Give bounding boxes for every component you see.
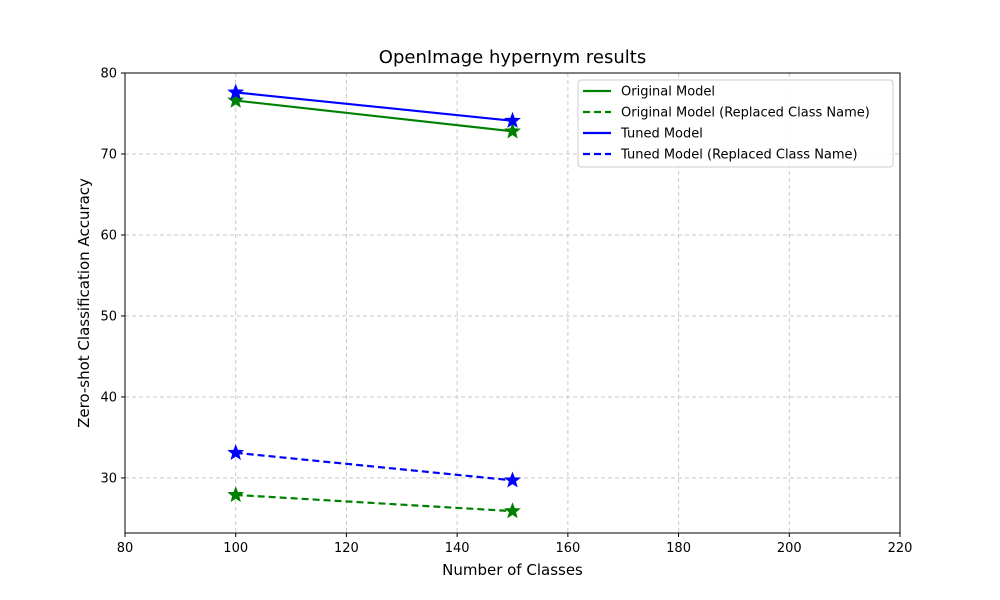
x-tick-label: 180 (666, 541, 691, 556)
x-tick-label: 80 (117, 541, 134, 556)
data-point-star (227, 443, 245, 460)
y-tick-label: 70 (100, 147, 117, 162)
series-2 (227, 486, 521, 519)
y-tick-label: 80 (100, 67, 117, 82)
data-point-star (227, 91, 245, 108)
data-point-star (504, 502, 521, 519)
legend-label: Original Model (Replaced Class Name) (621, 106, 870, 121)
y-tick-label: 60 (100, 228, 117, 243)
legend-label: Tuned Model (620, 127, 703, 142)
series-line (235, 91, 513, 122)
x-tick-label: 200 (777, 541, 802, 556)
data-point-star (504, 122, 521, 139)
series-line (235, 493, 513, 513)
plot-area-frame (124, 72, 901, 534)
y-tick-label: 40 (100, 390, 117, 405)
series-3 (227, 83, 521, 128)
series-layer (227, 83, 521, 519)
series-line (235, 451, 513, 482)
legend-label: Tuned Model (Replaced Class Name) (620, 148, 858, 163)
x-tick-label: 100 (223, 541, 248, 556)
x-tick-label: 140 (445, 541, 470, 556)
series-1 (227, 91, 521, 139)
y-axis-label: Zero-shot Classification Accuracy (75, 178, 93, 428)
axis-ticks: 80 100 120 140 160 180 200 220 30 40 50 60 70 80 (100, 67, 912, 557)
series-line (235, 99, 513, 133)
x-axis-label: Number of Classes (442, 561, 583, 579)
series-4 (227, 443, 521, 488)
legend: Original Model Original Model (Replaced C… (577, 79, 894, 168)
y-tick-label: 50 (100, 309, 117, 324)
data-point-star (227, 486, 245, 503)
x-tick-label: 160 (555, 541, 580, 556)
legend-box (577, 79, 894, 168)
chart-title: OpenImage hypernym results (379, 47, 646, 68)
y-tick-label: 30 (100, 471, 117, 486)
data-point-star (227, 83, 245, 100)
data-point-star (504, 471, 521, 488)
data-point-star (504, 111, 521, 128)
x-tick-label: 120 (334, 541, 359, 556)
legend-label: Original Model (621, 85, 715, 100)
x-tick-label: 220 (888, 541, 913, 556)
